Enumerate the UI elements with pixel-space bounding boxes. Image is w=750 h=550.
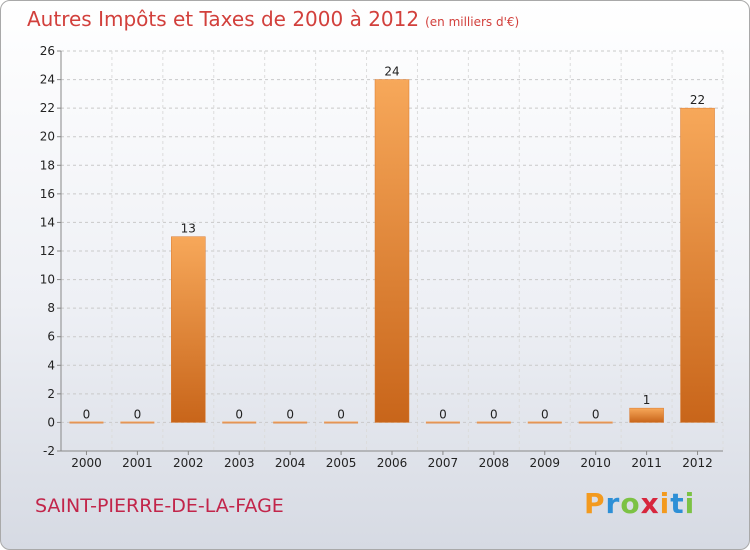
y-tick-label: 6 [47, 330, 55, 344]
data-label-2003: 0 [235, 407, 243, 421]
y-tick-label: 16 [40, 187, 55, 201]
x-tick-label: 2009 [529, 456, 560, 470]
bar-2011 [629, 407, 664, 423]
y-tick-label: 0 [47, 415, 55, 429]
x-tick-label: 2001 [122, 456, 153, 470]
x-tick-label: 2002 [173, 456, 204, 470]
bar-2002 [171, 236, 206, 423]
x-tick-label: 2006 [377, 456, 408, 470]
bar-2010 [578, 421, 613, 424]
logo-letter: r [605, 487, 621, 520]
data-label-2001: 0 [134, 407, 142, 421]
data-label-2012: 22 [690, 93, 705, 107]
proxiti-logo: Proxiti [584, 487, 695, 520]
y-tick-label: 26 [40, 44, 55, 58]
logo-letter: x [640, 487, 660, 520]
logo-letter: t [670, 487, 685, 520]
logo-letter: o [620, 487, 641, 520]
x-tick-labels: 2000 2001 2002 2003 2004 2005 2006 2007 2008 2009… [71, 456, 713, 470]
data-label-2011: 1 [643, 393, 651, 407]
y-tick-label: 4 [47, 358, 55, 372]
x-tick-label: 2010 [580, 456, 611, 470]
title-unit: (en milliers d'€) [425, 15, 520, 29]
axes [57, 50, 723, 455]
title-text: Autres Impôts et Taxes de 2000 à 2012 [27, 7, 420, 31]
data-label-2000: 0 [83, 407, 91, 421]
x-tick-label: 2003 [224, 456, 255, 470]
data-label-2006: 24 [384, 65, 399, 79]
x-tick-label: 2000 [71, 456, 102, 470]
data-labels: 0 0 13 0 0 0 24 0 0 0 0 1 22 [83, 65, 706, 422]
bar-2009 [527, 421, 562, 424]
x-tick-label: 2011 [631, 456, 662, 470]
y-tick-label: -2 [43, 444, 55, 458]
y-tick-label: 24 [40, 73, 55, 87]
bar-2001 [120, 421, 155, 424]
x-tick-label: 2012 [682, 456, 713, 470]
data-label-2009: 0 [541, 407, 549, 421]
data-label-2008: 0 [490, 407, 498, 421]
commune-name: SAINT-PIERRE-DE-LA-FAGE [35, 495, 284, 517]
logo-letter: P [584, 487, 606, 520]
data-label-2007: 0 [439, 407, 447, 421]
x-tick-label: 2007 [428, 456, 459, 470]
data-label-2005: 0 [337, 407, 345, 421]
data-label-2010: 0 [592, 407, 600, 421]
x-tick-label: 2008 [479, 456, 510, 470]
y-tick-label: 22 [40, 101, 55, 115]
y-tick-label: 12 [40, 244, 55, 258]
bar-2003 [222, 421, 257, 424]
logo-letter: i [659, 487, 671, 520]
bar-2012 [680, 107, 715, 423]
x-tick-label: 2005 [326, 456, 357, 470]
data-label-2002: 13 [181, 222, 196, 236]
bar-2007 [425, 421, 460, 424]
bar-2004 [273, 421, 308, 424]
y-tick-label: 10 [40, 273, 55, 287]
x-tick-label: 2004 [275, 456, 306, 470]
y-tick-label: 2 [47, 387, 55, 401]
chart-title: Autres Impôts et Taxes de 2000 à 2012 (en… [27, 7, 519, 31]
y-tick-label: 8 [47, 301, 55, 315]
bar-2005 [324, 421, 359, 424]
bar-2000 [69, 421, 104, 424]
y-tick-label: 18 [40, 158, 55, 172]
y-tick-label: 20 [40, 130, 55, 144]
bar-2008 [476, 421, 511, 424]
bar-2006 [374, 79, 410, 423]
data-label-2004: 0 [286, 407, 294, 421]
logo-letter: i [684, 487, 696, 520]
y-tick-label: 14 [40, 215, 55, 229]
bars [69, 79, 715, 424]
